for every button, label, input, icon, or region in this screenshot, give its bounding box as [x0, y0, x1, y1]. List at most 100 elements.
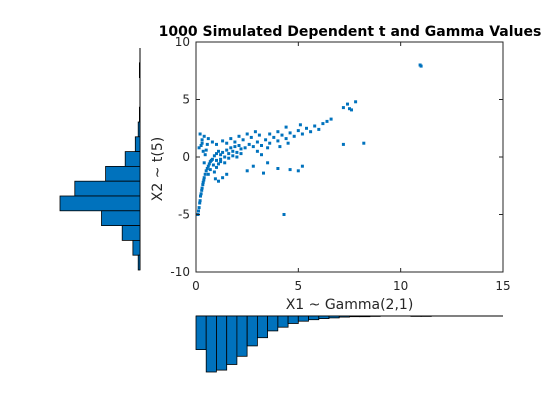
scatter-point	[350, 108, 353, 112]
scatter-point	[278, 145, 282, 149]
scatter-point	[231, 154, 235, 158]
scatter-point	[313, 124, 317, 128]
scatter-point	[219, 160, 223, 164]
scatter-point	[217, 179, 220, 183]
scatter-point	[247, 142, 251, 146]
x-histogram-bar	[297, 315, 309, 322]
scatter-point	[200, 141, 204, 145]
scatter-point	[197, 209, 200, 213]
scatter-points	[196, 63, 423, 216]
y-histogram-bar	[121, 225, 141, 241]
scatter-point	[325, 119, 329, 123]
scatter-point	[217, 149, 220, 153]
scatter-point	[205, 142, 209, 146]
scatter-point	[296, 169, 300, 173]
scatter-point	[239, 152, 243, 156]
scatter-point	[212, 154, 216, 158]
scatter-point	[237, 144, 241, 147]
scatter-point	[348, 107, 351, 111]
scatter-plot: 0 5 10 15 10 5 0 -5 -10	[170, 35, 510, 293]
x-tick-label: 15	[495, 279, 510, 293]
scatter-point	[202, 178, 206, 182]
scatter-point	[241, 138, 245, 142]
scatter-point	[235, 155, 239, 159]
x-histogram-bar	[267, 315, 279, 332]
scatter-point	[207, 162, 211, 166]
x-histogram-bar	[216, 315, 228, 371]
scatter-point	[198, 132, 202, 136]
scatter-point	[223, 161, 227, 165]
y-histogram-bar	[138, 62, 141, 78]
scatter-point	[201, 149, 205, 153]
scatter-point	[298, 123, 302, 127]
scatter-point	[221, 139, 225, 143]
scatter-point	[204, 169, 208, 173]
scatter-point	[305, 126, 308, 130]
scatter-point	[284, 137, 288, 141]
scatter-point	[199, 144, 203, 147]
scatter-point	[221, 176, 225, 180]
scatter-point	[268, 141, 272, 145]
scatter-point	[219, 153, 223, 157]
scatter-point	[276, 130, 280, 134]
scatter-point	[251, 145, 255, 149]
x-axis-ticks: 0 5 10 15	[192, 42, 511, 293]
scatter-point	[282, 213, 286, 216]
scatter-point	[237, 134, 241, 138]
scatter-point	[341, 106, 345, 110]
scatter-point	[300, 164, 304, 168]
x-histogram-bar	[226, 315, 238, 365]
scatter-point	[201, 183, 205, 187]
scatter-point	[268, 132, 272, 136]
scatter-point	[227, 156, 231, 160]
scatter-point	[284, 125, 288, 129]
scatter-point	[317, 127, 321, 131]
y-tick-label: -5	[178, 208, 190, 222]
x-marginal-histogram	[195, 315, 503, 373]
x-histogram-bar	[246, 315, 258, 347]
scatter-point	[225, 148, 229, 152]
scatter-point	[221, 150, 225, 154]
y-axis-label: X2 ~ t(5)	[150, 137, 166, 201]
scatter-point	[264, 138, 268, 142]
scatter-point	[266, 146, 270, 150]
scatter-point	[288, 168, 292, 172]
scatter-point	[206, 164, 210, 168]
x-tick-label: 5	[295, 279, 303, 293]
plot-area	[195, 41, 504, 273]
y-histogram-bar	[137, 254, 141, 271]
x-tick-label: 0	[192, 279, 200, 293]
y-histogram-bar	[138, 106, 141, 123]
scatter-point	[225, 141, 229, 145]
scatter-point	[200, 186, 204, 190]
y-histogram-bar	[105, 165, 141, 182]
scatter-point	[239, 147, 243, 151]
scatter-point	[204, 148, 208, 152]
y-histogram-bar	[134, 136, 141, 153]
scatter-point	[202, 161, 206, 165]
scatter-point	[253, 130, 257, 134]
scatter-point	[276, 167, 280, 170]
scatter-point	[260, 153, 263, 157]
scatter-point	[219, 157, 223, 161]
scatter-point	[205, 167, 209, 170]
scatter-point	[329, 117, 333, 121]
scatter-point	[213, 177, 217, 181]
scatter-point	[199, 194, 202, 198]
scatter-point	[233, 145, 237, 149]
scatter-point	[229, 137, 233, 141]
y-marginal-histogram	[59, 48, 141, 271]
x-histogram-bar	[338, 315, 350, 318]
scatter-point	[257, 133, 261, 137]
y-histogram-bar	[101, 210, 141, 227]
y-axis-ticks: 10 5 0 -5 -10	[170, 35, 503, 279]
scatter-point	[227, 152, 231, 156]
y-tick-label: 5	[182, 93, 190, 107]
scatter-point	[255, 149, 259, 153]
x-histogram-bar	[308, 315, 320, 321]
x-axis-label: X1 ~ Gamma(2,1)	[286, 297, 414, 313]
scatter-point	[272, 135, 276, 139]
scatter-point	[346, 102, 349, 106]
y-histogram-bar	[124, 151, 141, 167]
